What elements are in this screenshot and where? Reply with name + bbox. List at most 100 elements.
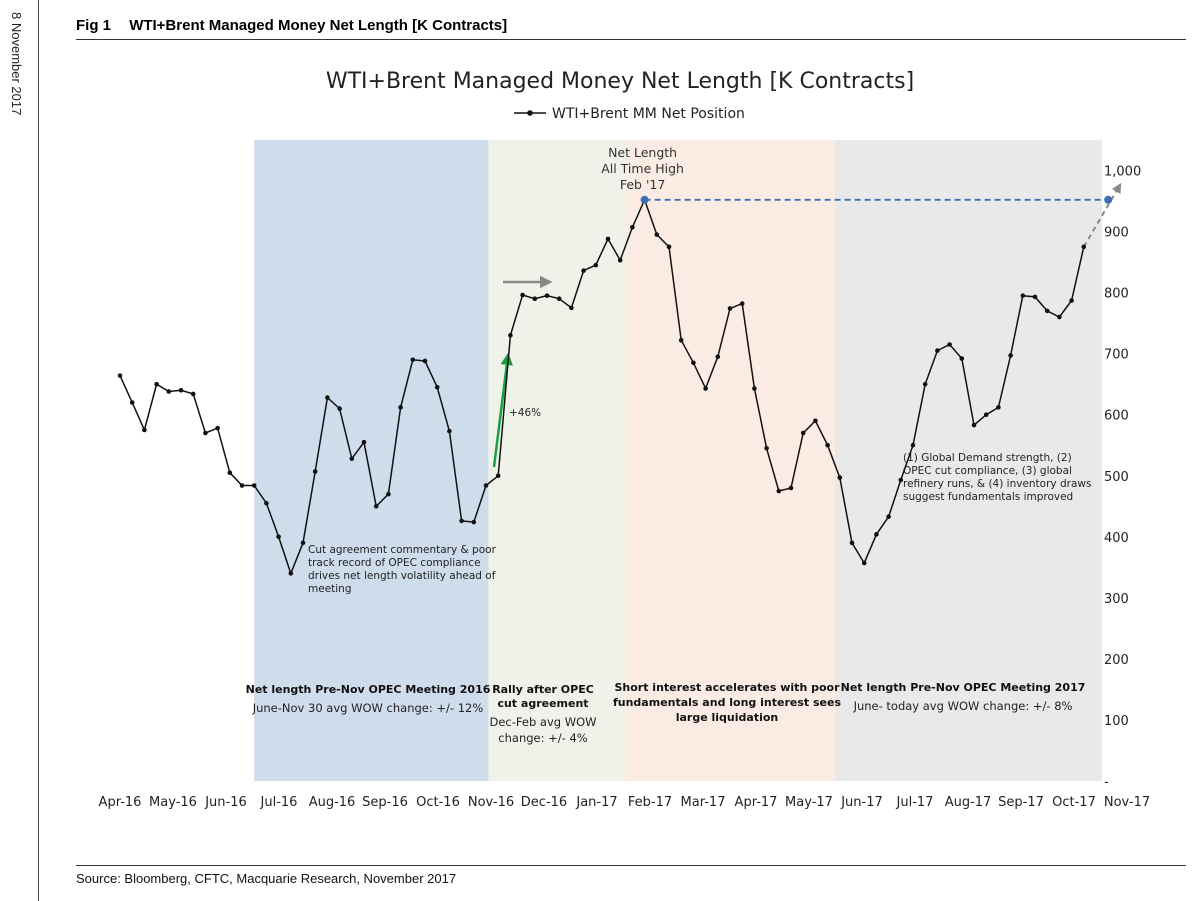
series-point xyxy=(947,342,952,347)
series-line xyxy=(119,197,1085,576)
series-point xyxy=(1008,353,1013,358)
peak-label: All Time High xyxy=(601,161,684,176)
series-point xyxy=(288,571,294,576)
series-point xyxy=(922,381,928,387)
region-title: Net length Pre-Nov OPEC Meeting 2017 xyxy=(841,681,1086,694)
annotation-cut-agreement: meeting xyxy=(308,583,352,595)
series-point xyxy=(459,518,464,524)
series-point xyxy=(569,305,574,311)
series-point xyxy=(581,268,586,273)
series-point xyxy=(142,427,147,433)
series-point xyxy=(361,439,367,445)
region-title: large liquidation xyxy=(676,711,779,724)
series-point xyxy=(117,373,123,378)
region-title: Net length Pre-Nov OPEC Meeting 2016 xyxy=(246,683,491,696)
ath-end-marker xyxy=(1104,195,1113,204)
y-tick-label: 700 xyxy=(1104,348,1129,363)
series-point xyxy=(471,519,477,525)
series-point xyxy=(178,387,184,393)
margin-rule xyxy=(38,0,39,901)
series-point xyxy=(410,357,416,363)
series-point xyxy=(654,232,660,237)
series-point xyxy=(495,473,501,479)
series-point xyxy=(874,532,879,537)
series-point xyxy=(886,514,891,519)
x-tick-label: Sep-16 xyxy=(362,795,408,810)
y-tick-label: 800 xyxy=(1104,287,1129,302)
x-tick-label: Nov-17 xyxy=(1104,795,1150,810)
series-point xyxy=(678,337,684,343)
series-point xyxy=(764,445,769,451)
series-point xyxy=(910,442,916,448)
series-point xyxy=(837,475,843,480)
series-point xyxy=(373,503,379,509)
y-tick-label: 300 xyxy=(1104,592,1129,607)
series-point xyxy=(752,386,757,391)
region-rally-after-opec xyxy=(488,140,626,781)
series-point xyxy=(630,224,635,230)
series-point xyxy=(849,540,855,546)
series-point xyxy=(1020,293,1026,298)
series-point xyxy=(508,333,513,338)
y-tick-label: 200 xyxy=(1104,653,1129,668)
peak-label: Net Length xyxy=(608,145,677,160)
peak-label: Feb '17 xyxy=(620,177,665,192)
jump-arrow xyxy=(492,352,513,468)
series-point xyxy=(556,296,562,302)
series-point xyxy=(666,244,672,250)
series-point xyxy=(300,540,306,546)
series-point xyxy=(813,418,818,424)
series-point xyxy=(312,469,318,474)
series-point xyxy=(1044,308,1050,314)
series-point xyxy=(1057,314,1062,320)
annotation-fundamentals: (1) Global Demand strength, (2) xyxy=(903,452,1072,464)
y-tick-label: 1,000 xyxy=(1104,165,1141,180)
series-point xyxy=(898,477,904,483)
series-point xyxy=(386,491,391,497)
series-point xyxy=(1081,244,1087,250)
annotation-cut-agreement: track record of OPEC compliance xyxy=(308,557,481,569)
series-point xyxy=(825,442,830,448)
region-pre-nov-opec-2017 xyxy=(834,140,1103,781)
series-point xyxy=(544,293,550,298)
series-point xyxy=(703,386,708,391)
x-tick-label: Jul-16 xyxy=(260,795,298,810)
x-tick-label: Feb-17 xyxy=(628,795,672,810)
y-tick-label: - xyxy=(1104,775,1109,790)
footer-rule xyxy=(76,865,1186,866)
x-tick-label: Jun-16 xyxy=(204,795,247,810)
x-tick-label: Dec-16 xyxy=(521,795,567,810)
annotation-fundamentals: refinery runs, & (4) inventory draws xyxy=(903,478,1091,490)
series-point xyxy=(337,406,342,411)
legend-marker xyxy=(527,110,533,116)
series-point xyxy=(593,262,599,268)
annotation-cut-agreement: drives net length volatility ahead of xyxy=(308,570,496,582)
series-point xyxy=(727,306,733,311)
series-point xyxy=(398,405,403,410)
x-tick-label: Mar-17 xyxy=(681,795,726,810)
series-point xyxy=(154,381,159,387)
series-point xyxy=(190,391,196,397)
x-tick-label: Jun-17 xyxy=(840,795,883,810)
annotation-fundamentals: suggest fundamentals improved xyxy=(903,491,1073,503)
series-point xyxy=(239,483,245,488)
region-short-interest xyxy=(625,140,835,781)
series-point xyxy=(251,483,257,488)
x-tick-label: May-17 xyxy=(785,795,833,810)
series-point xyxy=(483,483,489,488)
series-point xyxy=(739,301,745,306)
y-tick-label: 600 xyxy=(1104,409,1129,424)
peak-marker xyxy=(640,195,649,204)
x-tick-label: Jan-17 xyxy=(575,795,617,810)
y-tick-label: 500 xyxy=(1104,470,1129,485)
series-point xyxy=(215,425,220,431)
x-tick-label: Aug-16 xyxy=(309,795,356,810)
header-rule xyxy=(76,39,1186,40)
series-point xyxy=(227,470,233,475)
x-tick-label: Apr-16 xyxy=(99,795,142,810)
x-tick-label: May-16 xyxy=(149,795,197,810)
projection-arrow xyxy=(1082,182,1122,248)
series-point xyxy=(434,384,440,390)
series-point xyxy=(715,354,721,360)
